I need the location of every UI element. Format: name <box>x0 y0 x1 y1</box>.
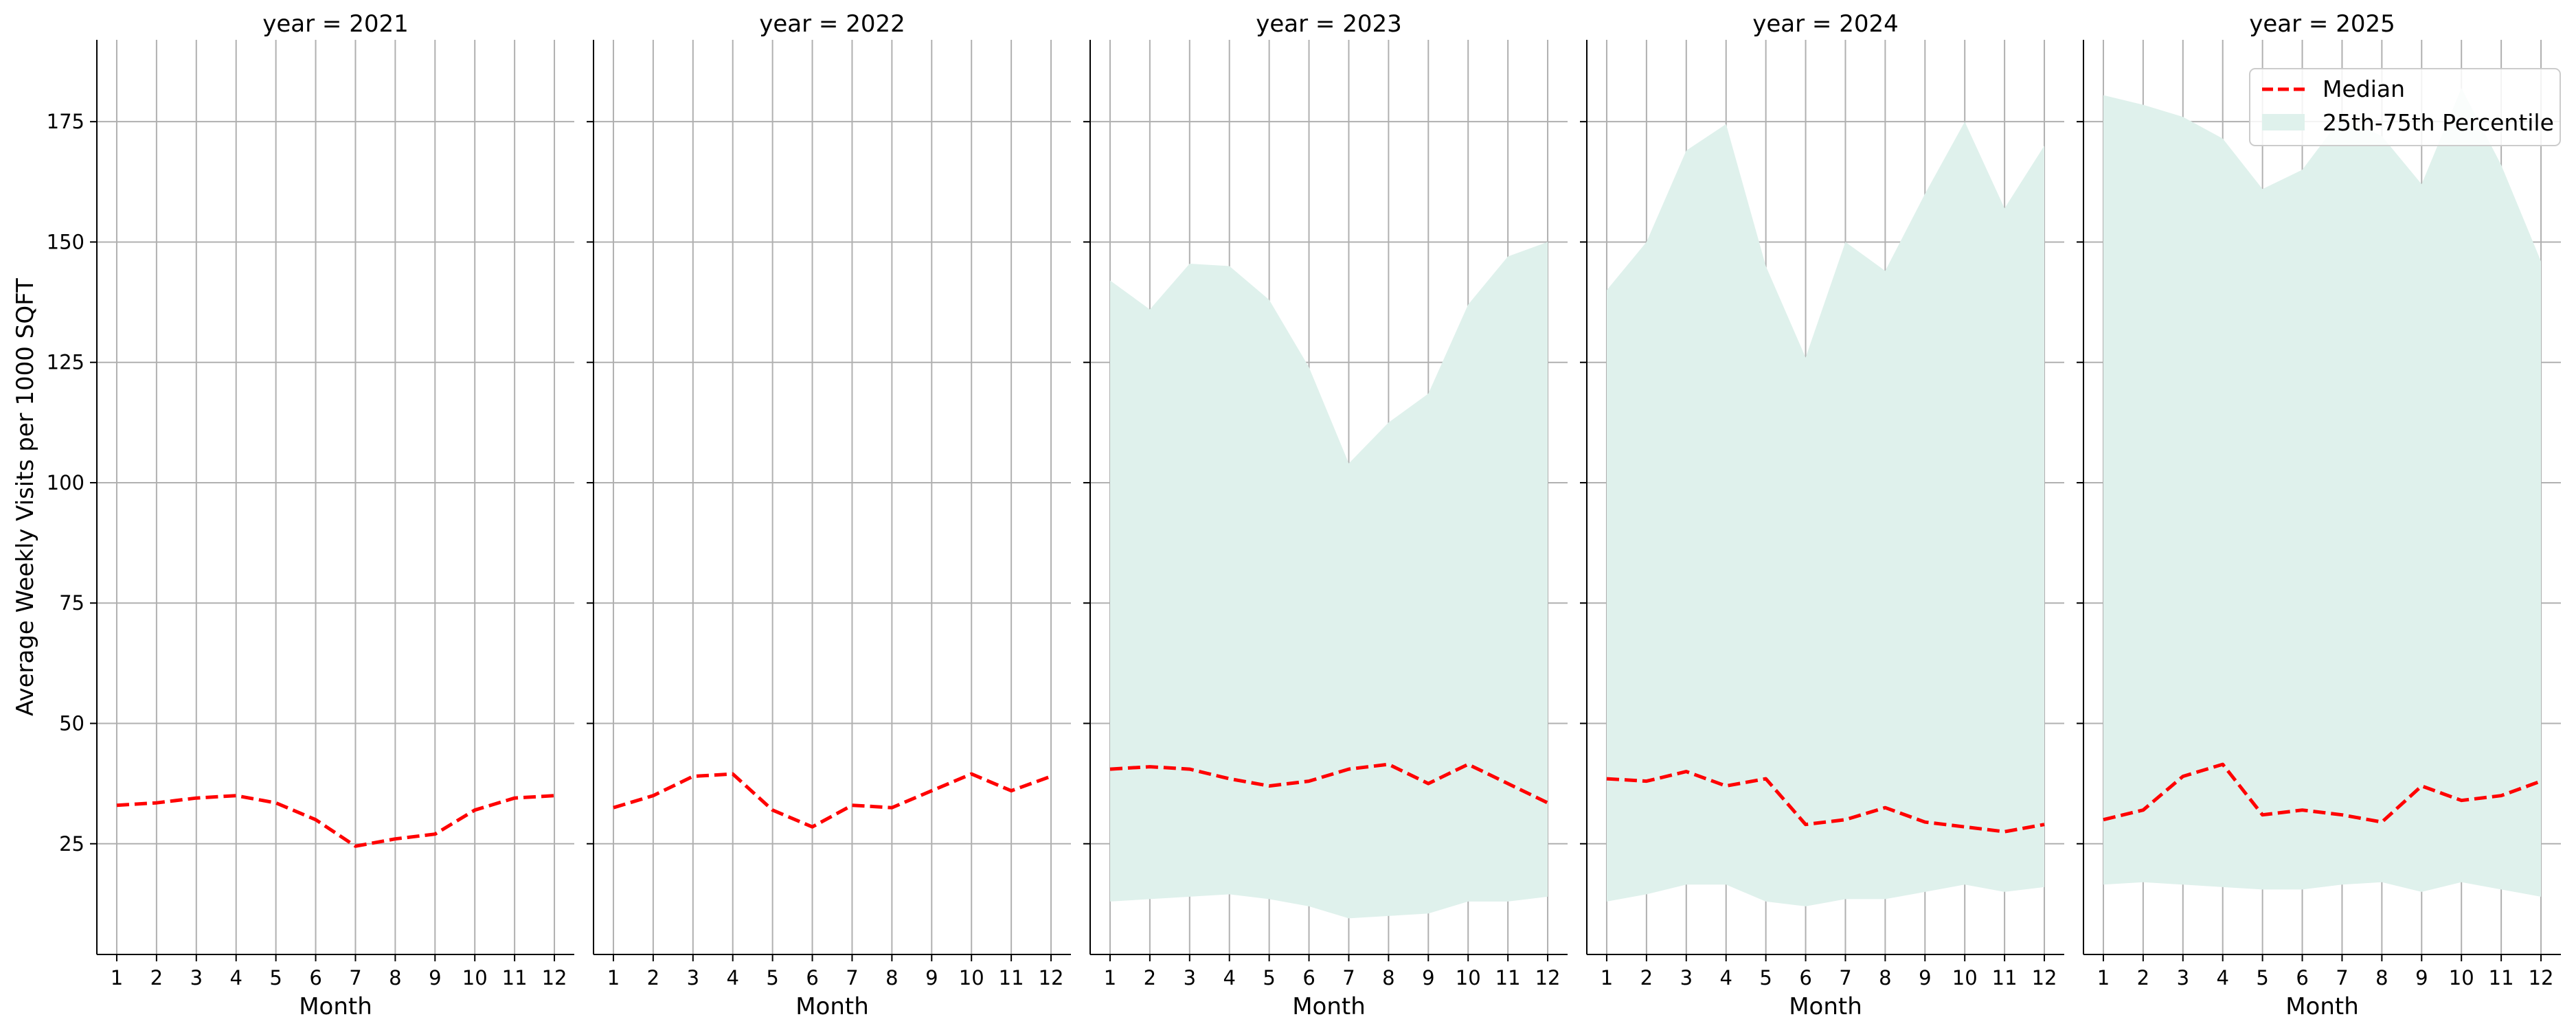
x-tick-label: 12 <box>2032 966 2057 989</box>
x-tick-label: 3 <box>1680 966 1693 989</box>
percentile-band <box>1607 122 2044 906</box>
x-tick-label: 11 <box>1992 966 2018 989</box>
x-tick-label: 5 <box>1759 966 1772 989</box>
x-tick-label: 10 <box>959 966 984 989</box>
panel-title: year = 2025 <box>2249 10 2395 38</box>
x-axis-label: Month <box>795 993 869 1020</box>
x-tick-label: 10 <box>1456 966 1481 989</box>
x-tick-label: 6 <box>806 966 818 989</box>
panel-title: year = 2021 <box>262 10 408 38</box>
percentile-band <box>2103 88 2541 897</box>
x-tick-label: 3 <box>1184 966 1196 989</box>
x-axis-label: Month <box>299 993 372 1020</box>
x-tick-label: 4 <box>2216 966 2228 989</box>
y-axis-label: Average Weekly Visits per 1000 SQFT <box>12 278 39 716</box>
y-tick-label: 75 <box>59 591 84 615</box>
x-axis-label: Month <box>2285 993 2359 1020</box>
percentile-band <box>1110 242 1548 919</box>
x-tick-label: 10 <box>1952 966 1978 989</box>
x-tick-label: 9 <box>1422 966 1434 989</box>
x-tick-label: 11 <box>2489 966 2514 989</box>
x-tick-label: 8 <box>1879 966 1891 989</box>
x-tick-label: 10 <box>2449 966 2474 989</box>
x-axis-label: Month <box>1789 993 1862 1020</box>
x-tick-label: 2 <box>150 966 163 989</box>
x-tick-label: 7 <box>846 966 858 989</box>
x-tick-label: 8 <box>389 966 401 989</box>
x-axis-label: Month <box>1292 993 1366 1020</box>
x-tick-label: 9 <box>429 966 441 989</box>
panel-title: year = 2022 <box>759 10 905 38</box>
legend-band-label: 25th-75th Percentile <box>2323 109 2554 136</box>
x-tick-label: 2 <box>1144 966 1156 989</box>
x-tick-label: 1 <box>2097 966 2110 989</box>
y-tick-label: 25 <box>59 832 84 856</box>
x-tick-label: 2 <box>2137 966 2149 989</box>
median-line <box>1109 762 1549 805</box>
y-tick-label: 125 <box>47 351 84 374</box>
x-tick-label: 9 <box>1919 966 1931 989</box>
x-tick-label: 3 <box>2177 966 2189 989</box>
x-tick-label: 3 <box>190 966 203 989</box>
x-tick-label: 4 <box>1223 966 1235 989</box>
y-tick-label: 50 <box>59 711 84 735</box>
x-tick-label: 11 <box>502 966 528 989</box>
panel-title: year = 2023 <box>1256 10 1401 38</box>
x-tick-label: 9 <box>2415 966 2428 989</box>
x-tick-label: 4 <box>229 966 242 989</box>
median-line <box>116 794 555 848</box>
x-tick-label: 2 <box>647 966 659 989</box>
x-tick-label: 7 <box>1342 966 1355 989</box>
x-tick-label: 1 <box>1601 966 1613 989</box>
legend-band-swatch <box>2262 114 2305 130</box>
x-tick-label: 5 <box>269 966 282 989</box>
x-tick-label: 9 <box>925 966 938 989</box>
x-tick-label: 4 <box>726 966 738 989</box>
legend: Median 25th-75th Percentile <box>2249 68 2561 146</box>
x-tick-label: 11 <box>1495 966 1521 989</box>
y-tick-label: 100 <box>47 471 84 494</box>
x-tick-label: 11 <box>999 966 1024 989</box>
x-tick-label: 5 <box>2256 966 2268 989</box>
x-tick-label: 7 <box>1839 966 1851 989</box>
x-tick-label: 8 <box>1382 966 1394 989</box>
panel-title: year = 2024 <box>1752 10 1898 38</box>
x-tick-label: 3 <box>687 966 699 989</box>
x-tick-label: 12 <box>2529 966 2554 989</box>
x-tick-label: 6 <box>309 966 321 989</box>
x-tick-label: 7 <box>349 966 361 989</box>
x-tick-label: 10 <box>462 966 488 989</box>
x-tick-label: 1 <box>111 966 123 989</box>
y-tick-label: 175 <box>47 110 84 133</box>
x-tick-label: 6 <box>2296 966 2308 989</box>
x-tick-label: 2 <box>1640 966 1653 989</box>
x-tick-label: 5 <box>1263 966 1275 989</box>
x-tick-label: 12 <box>542 966 567 989</box>
x-tick-label: 12 <box>1535 966 1561 989</box>
x-tick-label: 8 <box>885 966 898 989</box>
median-line <box>613 772 1052 829</box>
x-tick-label: 1 <box>607 966 620 989</box>
x-tick-label: 5 <box>766 966 778 989</box>
legend-frame <box>2249 68 2561 146</box>
x-tick-label: 6 <box>1302 966 1315 989</box>
x-tick-label: 6 <box>1799 966 1811 989</box>
x-tick-label: 12 <box>1039 966 1064 989</box>
x-tick-label: 8 <box>2375 966 2388 989</box>
median-line <box>1606 770 2045 834</box>
median-line <box>2103 762 2542 824</box>
x-tick-label: 4 <box>1719 966 1732 989</box>
y-tick-label: 150 <box>47 230 84 253</box>
x-tick-label: 1 <box>1104 966 1116 989</box>
x-tick-label: 7 <box>2336 966 2348 989</box>
legend-median-label: Median <box>2323 76 2405 102</box>
